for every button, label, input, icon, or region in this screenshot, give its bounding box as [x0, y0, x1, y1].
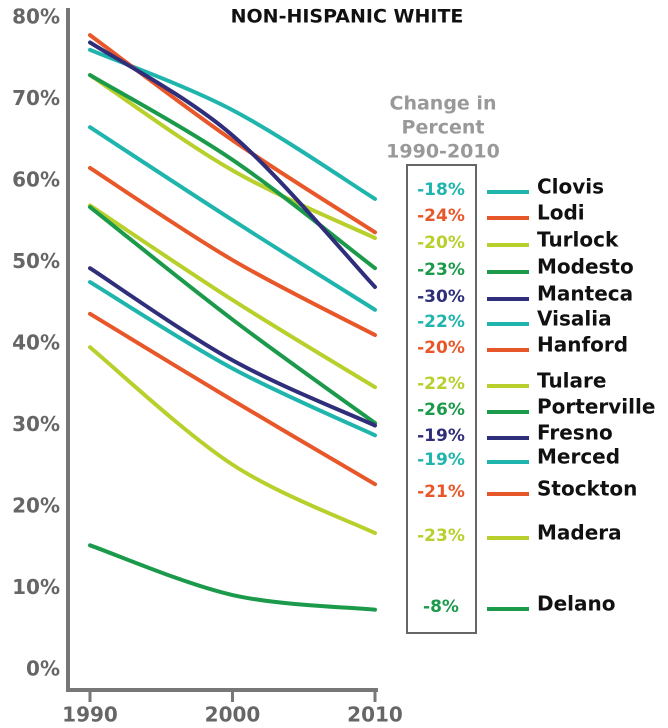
- legend-label: Modesto: [537, 255, 634, 279]
- legend-label: Hanford: [537, 333, 628, 357]
- legend-label: Porterville: [537, 395, 655, 419]
- series-line: [88, 311, 377, 487]
- series-line: [88, 73, 377, 271]
- y-tick-label: 30%: [12, 412, 60, 436]
- box-title: Change in: [390, 93, 497, 115]
- box-title: Percent: [402, 117, 485, 139]
- change-label: -21%: [417, 482, 465, 502]
- change-label: -23%: [417, 526, 465, 546]
- change-label: -8%: [423, 597, 459, 617]
- series-line: [88, 165, 377, 338]
- series-line: [88, 280, 377, 438]
- series-line: [88, 125, 377, 312]
- y-tick-label: 70%: [12, 86, 60, 110]
- legend-label: Stockton: [537, 477, 637, 501]
- series-line: [88, 205, 377, 426]
- legend-label: Visalia: [537, 307, 612, 331]
- legend-label: Merced: [537, 445, 620, 469]
- series-line: [88, 40, 377, 289]
- change-label: -20%: [417, 338, 465, 358]
- series-line: [88, 345, 377, 536]
- change-label: -19%: [417, 426, 465, 446]
- legend-label: Clovis: [537, 175, 604, 199]
- legend-label: Manteca: [537, 282, 633, 306]
- series-line: [88, 266, 377, 428]
- legend-label: Lodi: [537, 201, 585, 225]
- legend-label: Delano: [537, 592, 616, 616]
- change-label: -20%: [417, 233, 465, 253]
- change-label: -22%: [417, 374, 465, 394]
- change-label: -30%: [417, 287, 465, 307]
- change-label: -22%: [417, 312, 465, 332]
- change-label: -19%: [417, 450, 465, 470]
- legend-label: Tulare: [537, 369, 606, 393]
- change-label: -24%: [417, 206, 465, 226]
- x-tick-label: 2000: [205, 703, 261, 727]
- change-box: [406, 164, 477, 634]
- legend-label: Turlock: [537, 228, 619, 252]
- change-label: -26%: [417, 400, 465, 420]
- legend-label: Fresno: [537, 421, 613, 445]
- y-tick-label: 60%: [12, 168, 60, 192]
- y-tick-label: 20%: [12, 494, 60, 518]
- series-line: [88, 203, 377, 390]
- chart-title: NON-HISPANIC WHITE: [231, 6, 464, 28]
- y-tick-label: 10%: [12, 575, 60, 599]
- change-label: -18%: [417, 180, 465, 200]
- series-line: [88, 47, 377, 201]
- y-tick-label: 50%: [12, 249, 60, 273]
- x-tick-label: 2010: [347, 703, 403, 727]
- series-line: [88, 73, 377, 241]
- x-tick-label: 1990: [62, 703, 118, 727]
- box-title: 1990-2010: [386, 141, 500, 163]
- y-tick-label: 80%: [12, 5, 60, 29]
- y-tick-label: 0%: [26, 657, 60, 681]
- series-line: [88, 543, 377, 612]
- change-label: -23%: [417, 260, 465, 280]
- y-tick-label: 40%: [12, 331, 60, 355]
- legend-label: Madera: [537, 521, 622, 545]
